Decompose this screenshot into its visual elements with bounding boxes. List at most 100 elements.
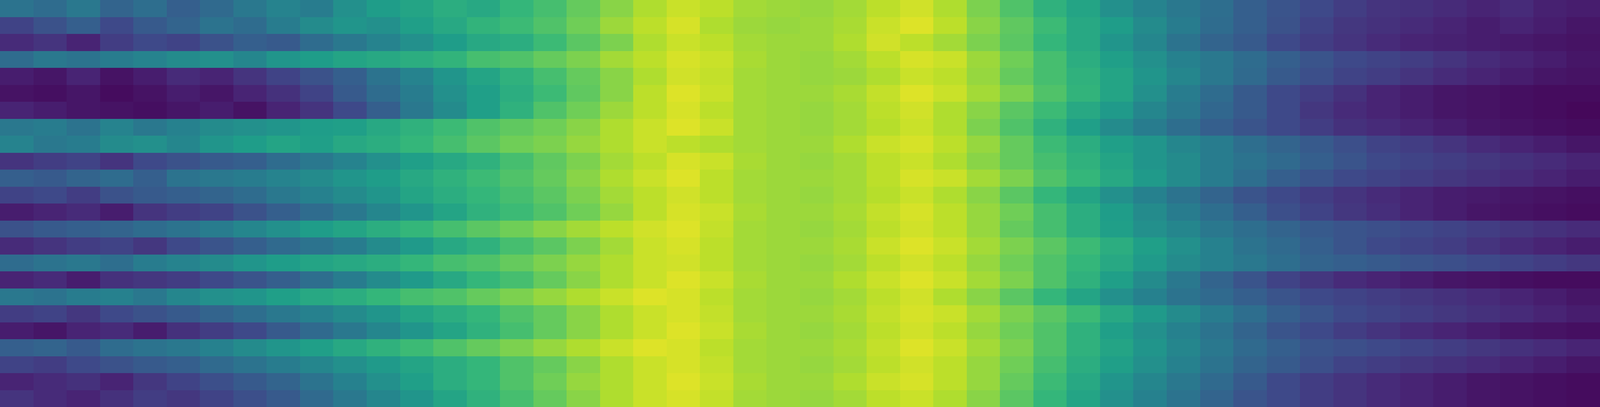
cell [1166, 0, 1201, 18]
cell [233, 17, 267, 35]
cell [499, 84, 534, 103]
cell [133, 390, 167, 407]
cell [666, 169, 701, 187]
cell [1433, 288, 1467, 306]
cell [766, 118, 800, 137]
cell [1566, 101, 1600, 119]
cell [900, 84, 934, 103]
cell [300, 271, 334, 289]
cell [499, 305, 534, 323]
cell [1433, 203, 1467, 221]
cell [1466, 152, 1501, 170]
cell [1266, 390, 1301, 407]
cell [1200, 237, 1234, 255]
cell [766, 288, 800, 306]
cell [1400, 237, 1434, 255]
cell [1299, 339, 1334, 357]
cell [766, 220, 800, 238]
cell [1433, 101, 1467, 119]
cell [999, 67, 1034, 85]
cell [1433, 152, 1467, 170]
cell [600, 305, 634, 323]
cell [33, 135, 68, 153]
cell [600, 33, 634, 52]
cell [400, 169, 434, 187]
cell [933, 203, 967, 221]
cell [1200, 135, 1234, 153]
cell [1466, 0, 1501, 18]
cell [566, 305, 601, 323]
cell [800, 203, 834, 221]
cell [766, 101, 800, 119]
cell [1400, 373, 1434, 391]
cell [666, 17, 701, 35]
cell [1499, 169, 1534, 187]
cell [1566, 33, 1600, 52]
cell [133, 237, 167, 255]
cell [1499, 17, 1534, 35]
cell [233, 390, 267, 407]
cell [166, 322, 201, 340]
cell [699, 356, 734, 374]
cell [866, 237, 901, 255]
cell [1366, 254, 1401, 272]
cell [333, 135, 367, 153]
cell [633, 169, 667, 187]
cell [1299, 390, 1334, 407]
cell [699, 322, 734, 340]
cell [900, 118, 934, 137]
cell [300, 152, 334, 170]
cell [166, 254, 201, 272]
cell [300, 390, 334, 407]
cell [1366, 17, 1401, 35]
cell [1200, 203, 1234, 221]
cell [1533, 101, 1567, 119]
cell [1533, 118, 1567, 137]
cell [1466, 118, 1501, 137]
cell [600, 356, 634, 374]
cell [100, 203, 134, 221]
cell [533, 373, 567, 391]
cell [866, 220, 901, 238]
cell [166, 203, 201, 221]
cell [566, 271, 601, 289]
cell [300, 237, 334, 255]
cell [133, 322, 167, 340]
cell [666, 203, 701, 221]
cell [1100, 51, 1134, 69]
cell [766, 237, 800, 255]
cell [699, 186, 734, 204]
cell [566, 254, 601, 272]
cell [733, 169, 767, 187]
cell [1333, 356, 1367, 374]
cell [1299, 101, 1334, 119]
cell [1366, 169, 1401, 187]
cell [900, 0, 934, 18]
cell [600, 271, 634, 289]
cell [999, 186, 1034, 204]
cell [666, 288, 701, 306]
cell [1366, 203, 1401, 221]
cell [466, 67, 501, 85]
cell [199, 203, 234, 221]
cell [699, 118, 734, 137]
cell [0, 271, 34, 289]
cell [766, 17, 800, 35]
cell [1466, 203, 1501, 221]
cell [199, 322, 234, 340]
cell [1433, 237, 1467, 255]
cell [833, 118, 868, 137]
cell [100, 101, 134, 119]
cell [733, 220, 767, 238]
cell [1366, 356, 1401, 374]
cell [1299, 67, 1334, 85]
cell [33, 17, 68, 35]
cell [666, 339, 701, 357]
cell [433, 390, 467, 407]
cell [1533, 17, 1567, 35]
cell [1233, 339, 1267, 357]
cell [900, 51, 934, 69]
cell [33, 51, 68, 69]
cell [699, 288, 734, 306]
cell [1566, 152, 1600, 170]
